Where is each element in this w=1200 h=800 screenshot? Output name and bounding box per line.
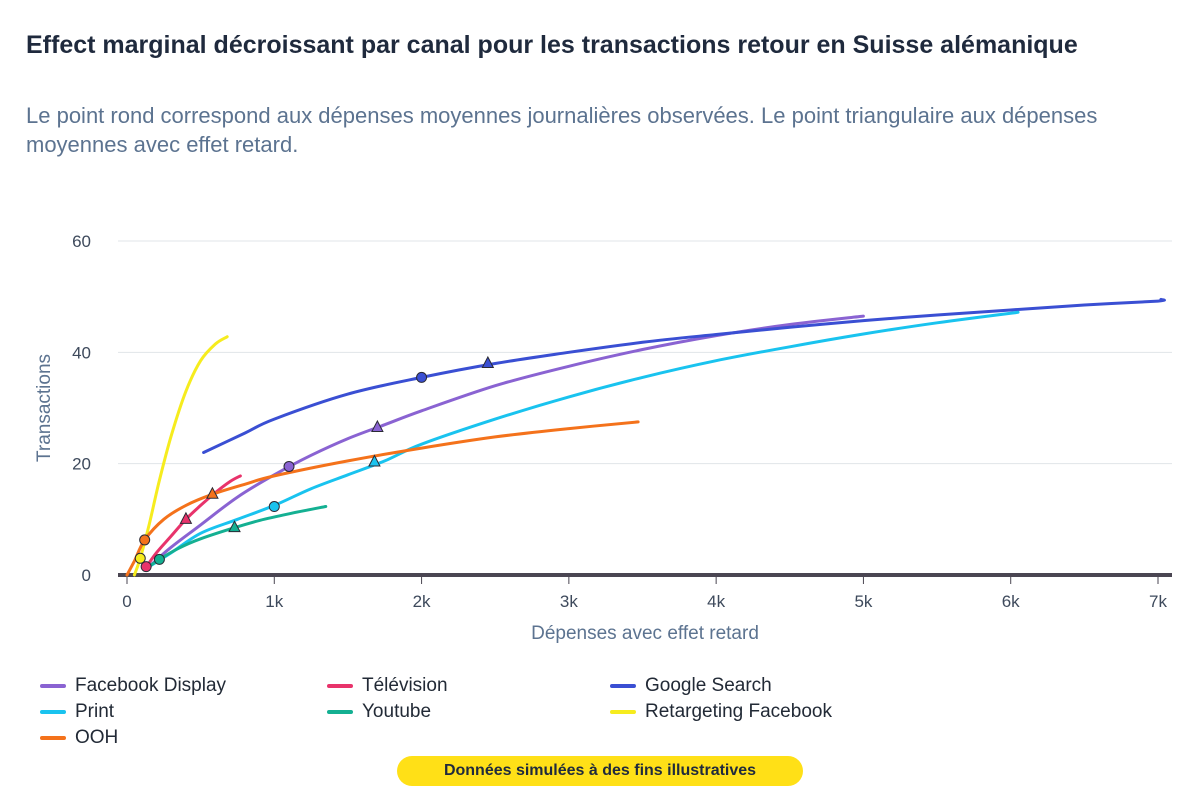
y-axis-ticks: 0 20 40 60 — [72, 232, 91, 585]
series-line-google-search — [202, 297, 1166, 454]
legend-item-retargeting-facebook[interactable]: Retargeting Facebook — [610, 700, 832, 724]
y-axis-label: Transactions — [34, 354, 55, 462]
legend-item-television[interactable]: Télévision — [327, 674, 448, 698]
lagged-spend-triangle-print[interactable] — [368, 454, 381, 467]
legend-item-ooh[interactable]: OOH — [40, 726, 118, 750]
legend-swatch — [40, 710, 66, 714]
legend-label: Retargeting Facebook — [645, 701, 832, 722]
legend-label: Télévision — [362, 675, 448, 696]
y-tick-label: 60 — [72, 232, 91, 251]
x-tick-label: 0 — [122, 592, 131, 611]
observed-spend-circle-google-search[interactable] — [416, 371, 428, 383]
legend-swatch — [327, 684, 353, 688]
chart-area: 0 20 40 60 0 1k 2k 3k 4k 5k 6k 7k Dépenses avec ef… — [34, 232, 1172, 644]
x-tick-label: 4k — [707, 592, 725, 611]
legend-swatch — [327, 710, 353, 714]
legend-label: Google Search — [645, 675, 772, 696]
series-lines — [125, 297, 1166, 577]
x-tick-label: 3k — [560, 592, 578, 611]
legend-item-google-search[interactable]: Google Search — [610, 674, 772, 698]
legend-swatch — [610, 710, 636, 714]
lagged-spend-triangle-youtube[interactable] — [228, 520, 241, 533]
series-line-print — [147, 310, 1020, 569]
y-tick-label: 40 — [72, 343, 91, 362]
x-tick-label: 7k — [1149, 592, 1167, 611]
chart-title: Effect marginal décroissant par canal po… — [26, 31, 1078, 59]
legend-swatch — [40, 736, 66, 740]
legend-item-facebook-display[interactable]: Facebook Display — [40, 674, 226, 698]
y-tick-label: 20 — [72, 455, 91, 474]
legend-item-youtube[interactable]: Youtube — [327, 700, 431, 724]
series-line-facebook-display — [147, 314, 865, 569]
observed-spend-circle-facebook-display[interactable] — [283, 460, 295, 472]
legend-label: Print — [75, 701, 115, 722]
x-axis-label: Dépenses avec effet retard — [531, 623, 759, 644]
lagged-spend-triangle-ooh[interactable] — [206, 486, 219, 499]
series-markers — [134, 355, 495, 573]
legend-label: OOH — [75, 727, 119, 748]
legend-item-print[interactable]: Print — [40, 700, 114, 724]
legend-swatch — [610, 684, 636, 688]
x-tick-label: 5k — [854, 592, 872, 611]
observed-spend-circle-youtube[interactable] — [153, 553, 165, 565]
y-tick-label: 0 — [82, 566, 91, 585]
series-line-retargeting-facebook — [132, 335, 229, 577]
observed-spend-circle-print[interactable] — [268, 501, 280, 513]
series-line-ooh — [125, 420, 640, 577]
series-line-youtube — [147, 505, 328, 569]
legend-label: Youtube — [362, 701, 432, 722]
legend-swatch — [40, 684, 66, 688]
simulated-data-badge: Données simulées à des fins illustrative… — [397, 756, 803, 786]
x-axis-ticks: 0 1k 2k 3k 4k 5k 6k 7k — [122, 575, 1167, 611]
chart-legend: Facebook Display Télévision Google Search P… — [40, 674, 940, 754]
chart-subtitle: Le point rond correspond aux dépenses mo… — [26, 103, 1098, 157]
grid-lines — [118, 240, 1172, 577]
x-tick-label: 1k — [265, 592, 283, 611]
lagged-spend-triangle-television[interactable] — [179, 511, 193, 524]
lagged-spend-triangle-google-search[interactable] — [481, 355, 495, 368]
legend-label: Facebook Display — [75, 675, 227, 696]
series-line-television — [143, 474, 242, 571]
x-tick-label: 2k — [413, 592, 431, 611]
lagged-spend-triangle-facebook-display[interactable] — [371, 419, 384, 432]
observed-spend-circle-ooh[interactable] — [139, 534, 151, 546]
observed-spend-circle-retargeting-facebook[interactable] — [134, 552, 146, 564]
observed-spend-circle-television[interactable] — [140, 561, 152, 573]
x-tick-label: 6k — [1002, 592, 1020, 611]
